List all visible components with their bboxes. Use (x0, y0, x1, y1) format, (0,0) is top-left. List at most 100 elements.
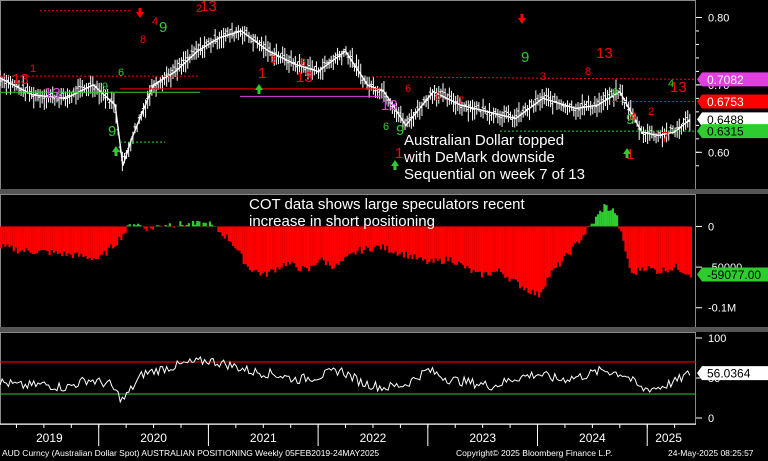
positioning-bar (63, 226, 66, 252)
positioning-bar (194, 224, 197, 227)
positioning-bar (99, 226, 102, 256)
positioning-bar (164, 224, 167, 227)
positioning-bar (33, 226, 36, 255)
positioning-bar (156, 225, 159, 227)
positioning-bar (221, 226, 224, 237)
positioning-bar (497, 226, 501, 269)
positioning-bar (407, 226, 410, 259)
positioning-bar (257, 226, 260, 273)
positioning-bar (569, 226, 572, 256)
positioning-bar (92, 226, 96, 259)
positioning-bar (426, 226, 429, 265)
positioning-bar (97, 226, 100, 259)
positioning-bar (333, 226, 336, 269)
positioning-bar (419, 226, 423, 258)
positioning-bar (217, 226, 220, 233)
positioning-bar (660, 226, 663, 273)
positioning-bar (86, 226, 89, 259)
positioning-bar (559, 226, 562, 267)
year-label: 2025 (655, 431, 682, 445)
positioning-bar (135, 225, 138, 227)
positioning-bar (48, 226, 51, 256)
positioning-bar (52, 226, 55, 253)
footer-timestamp: 24-May-2025 08:25:57 (668, 448, 754, 458)
buy-arrow-icon (623, 148, 631, 158)
positioning-bar (320, 226, 323, 258)
positioning-bar (675, 226, 678, 264)
rsi-line (0, 355, 691, 404)
positioning-bar (73, 226, 77, 254)
price-tick-label: 0.60 (708, 147, 729, 159)
positioning-bar (603, 204, 606, 227)
positioning-bar (464, 226, 467, 269)
positioning-bar (183, 226, 186, 228)
price-annotation: Australian Dollar topped with DeMark dow… (404, 132, 585, 183)
positioning-bar (390, 226, 393, 253)
demark-count: 8 (612, 87, 618, 99)
positioning-tick-label: -0.1M (708, 303, 736, 315)
positioning-bar (202, 222, 205, 227)
positioning-bar (270, 226, 273, 270)
positioning-bar (71, 226, 74, 259)
positioning-bar (82, 226, 85, 258)
positioning-bar (641, 226, 644, 268)
year-label: 2024 (579, 431, 606, 445)
positioning-bar (242, 226, 245, 265)
footer-copyright: Copyright© 2025 Bloomberg Finance L.P. (456, 448, 613, 458)
price-value-tag-2-text: 0.6753 (707, 95, 744, 109)
positioning-bar (630, 226, 633, 273)
positioning-bar (348, 226, 351, 255)
positioning-bar (124, 226, 127, 233)
positioning-bar (227, 226, 231, 242)
positioning-bar (219, 226, 222, 233)
positioning-bar (248, 226, 252, 270)
positioning-bar (350, 226, 353, 254)
positioning-bar (573, 226, 577, 244)
positioning-bar (179, 221, 182, 227)
positioning-bar (255, 226, 258, 271)
positioning-bar (67, 226, 70, 254)
positioning-bar (405, 226, 408, 252)
positioning-bar (120, 226, 123, 240)
positioning-bar (314, 226, 317, 266)
footer-security: AUD Curncy (Australian Dollar Spot) AUST… (2, 448, 380, 458)
positioning-bar (341, 226, 344, 262)
positioning-bar (358, 226, 361, 247)
positioning-bar (529, 226, 532, 295)
positioning-bar (436, 226, 439, 261)
positioning-bar (607, 210, 610, 227)
positioning-bar (637, 226, 640, 268)
positioning-bar (12, 226, 15, 252)
positioning-bar (200, 226, 203, 228)
demark-count: 8 (585, 66, 591, 78)
positioning-bar (113, 226, 117, 247)
positioning-bar (8, 226, 11, 248)
buy-arrow-icon (112, 146, 120, 156)
positioning-bar (94, 226, 98, 260)
positioning-bar (677, 226, 680, 270)
panel-frame-3 (0, 332, 696, 425)
positioning-bar (428, 226, 431, 263)
positioning-bar (223, 226, 226, 239)
buy-arrow-icon (255, 84, 263, 94)
positioning-bar (160, 226, 163, 228)
positioning-bar (681, 226, 684, 273)
positioning-bar (139, 225, 142, 227)
positioning-value-tag-bg (697, 267, 768, 282)
positioning-bar (487, 226, 490, 276)
positioning-bar (90, 226, 93, 261)
positioning-bar (396, 226, 399, 256)
positioning-bar (495, 226, 498, 272)
positioning-bar (611, 208, 614, 227)
demark-label: 9 (626, 111, 634, 128)
positioning-bar (274, 226, 277, 273)
positioning-bar (516, 226, 520, 282)
positioning-bar (455, 226, 458, 265)
positioning-bar (504, 226, 507, 278)
positioning-tick-label: 0 (708, 221, 714, 233)
demark-label: 9 (396, 122, 404, 139)
positioning-bar (78, 226, 81, 257)
positioning-bar (343, 226, 347, 258)
demark-count: 3 (270, 54, 276, 66)
positioning-bar (540, 226, 543, 293)
